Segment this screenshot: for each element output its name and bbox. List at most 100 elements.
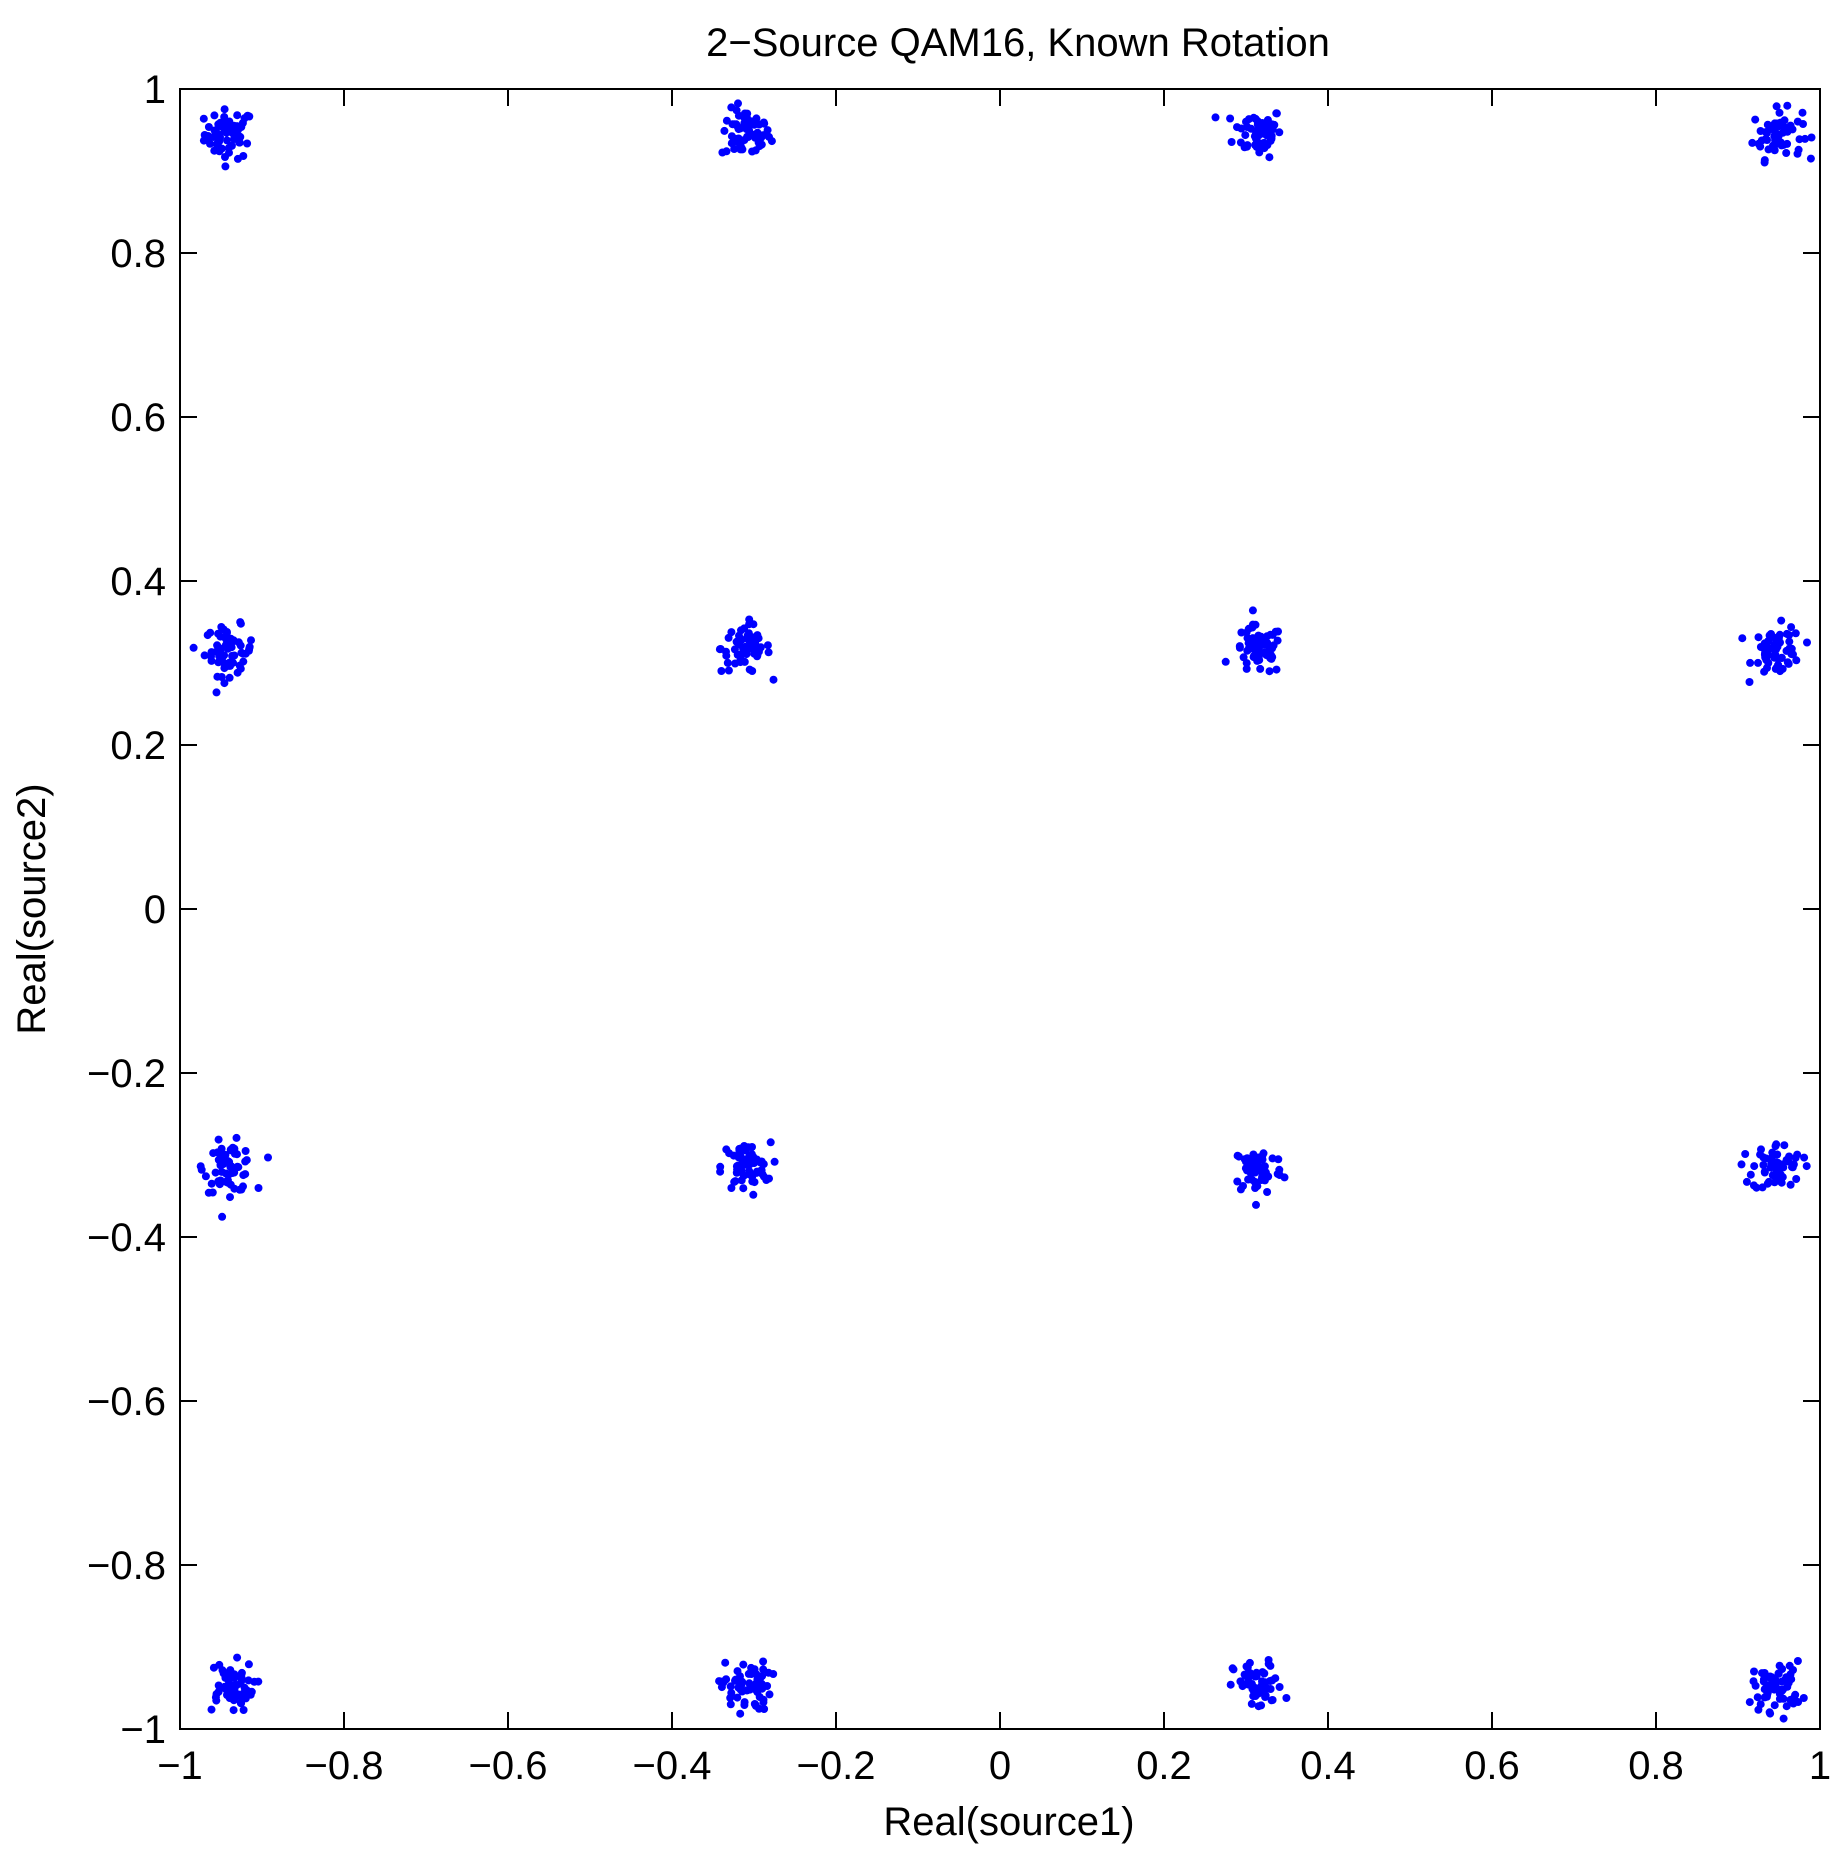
data-point	[239, 1171, 248, 1180]
data-point	[1750, 1667, 1758, 1676]
data-point	[1280, 1173, 1289, 1182]
data-point	[1234, 1152, 1243, 1161]
data-point	[229, 1706, 238, 1715]
data-point	[226, 1193, 234, 1202]
data-point	[1785, 1152, 1794, 1161]
data-point	[1791, 1690, 1800, 1699]
x-tick-label: −0.2	[797, 1744, 876, 1788]
data-point	[742, 1686, 751, 1695]
data-point	[225, 148, 233, 157]
data-point	[715, 645, 724, 654]
data-point	[759, 1665, 768, 1674]
data-point	[1242, 664, 1251, 673]
cluster-15	[1745, 1657, 1808, 1723]
data-point	[1750, 1162, 1759, 1171]
data-point	[1248, 1175, 1256, 1184]
data-point	[1807, 133, 1816, 142]
x-tick-label: 0	[989, 1744, 1011, 1788]
data-point	[1786, 121, 1795, 130]
data-point	[1770, 1178, 1779, 1187]
data-point	[739, 1660, 748, 1669]
data-point	[736, 1685, 745, 1694]
data-point	[1803, 638, 1811, 647]
data-point	[1802, 1162, 1811, 1171]
data-point	[1766, 644, 1775, 653]
data-point	[1793, 1657, 1802, 1665]
plot-frame	[179, 88, 1821, 1730]
data-point	[743, 132, 752, 141]
data-point	[1763, 1179, 1772, 1188]
data-point	[1789, 650, 1797, 659]
data-point	[1772, 1158, 1781, 1167]
data-point	[726, 1700, 735, 1709]
data-point	[1763, 120, 1772, 129]
data-point	[217, 144, 226, 153]
data-point	[1799, 1694, 1808, 1702]
data-point	[1221, 657, 1230, 666]
data-point	[1252, 1200, 1260, 1209]
data-point	[722, 116, 731, 125]
data-point	[1272, 109, 1281, 118]
data-point	[254, 1677, 263, 1686]
data-point	[1770, 127, 1779, 136]
data-point	[244, 1676, 253, 1685]
data-point	[1753, 1693, 1762, 1702]
data-point	[226, 640, 235, 649]
data-point	[1255, 139, 1264, 148]
data-point	[755, 1167, 764, 1176]
data-point	[756, 643, 765, 652]
data-point	[745, 1679, 754, 1688]
data-point	[214, 629, 223, 638]
data-point	[1793, 149, 1802, 158]
data-point	[1746, 1170, 1755, 1179]
data-point	[212, 688, 221, 697]
data-point	[1265, 651, 1274, 659]
data-point	[748, 147, 757, 156]
data-point	[1266, 1685, 1275, 1693]
data-point	[1272, 665, 1281, 674]
data-point	[1258, 1668, 1267, 1677]
data-point	[264, 1153, 272, 1162]
data-point	[1772, 1167, 1781, 1176]
data-point	[1795, 135, 1804, 144]
data-point	[1777, 616, 1786, 625]
data-point	[743, 631, 752, 640]
x-tick-label: −0.8	[305, 1744, 384, 1788]
data-point	[734, 125, 743, 134]
data-point	[1754, 1705, 1763, 1714]
data-point	[214, 1687, 223, 1696]
data-point	[1773, 1150, 1782, 1159]
data-point	[1782, 646, 1791, 655]
data-point	[228, 651, 237, 660]
data-point	[737, 1176, 746, 1185]
data-point	[1749, 1677, 1758, 1686]
data-point	[217, 623, 226, 631]
x-tick-label: 0.2	[1136, 1744, 1192, 1788]
data-point	[1770, 119, 1779, 128]
data-point	[1259, 640, 1268, 649]
data-point	[755, 1693, 764, 1701]
data-point	[1248, 606, 1257, 615]
cluster-2	[1211, 109, 1284, 162]
data-point	[222, 629, 231, 637]
data-point	[207, 1179, 216, 1188]
data-point	[1243, 646, 1252, 655]
data-point	[1760, 1685, 1769, 1694]
data-point	[717, 1683, 726, 1692]
data-point	[1228, 1664, 1237, 1673]
data-point	[215, 137, 224, 146]
data-point	[1239, 1182, 1247, 1190]
data-point	[1774, 634, 1783, 642]
data-point	[1774, 1669, 1783, 1678]
data-point	[1779, 1694, 1788, 1703]
data-point	[1240, 143, 1249, 152]
data-point	[203, 631, 212, 640]
x-tick-label: −0.6	[469, 1744, 548, 1788]
data-point	[1227, 138, 1236, 146]
data-point	[1233, 1177, 1242, 1186]
data-point	[1792, 656, 1801, 665]
data-point	[1758, 1669, 1766, 1678]
data-point	[1260, 144, 1269, 153]
data-point	[1794, 1698, 1803, 1706]
data-point	[724, 666, 733, 675]
